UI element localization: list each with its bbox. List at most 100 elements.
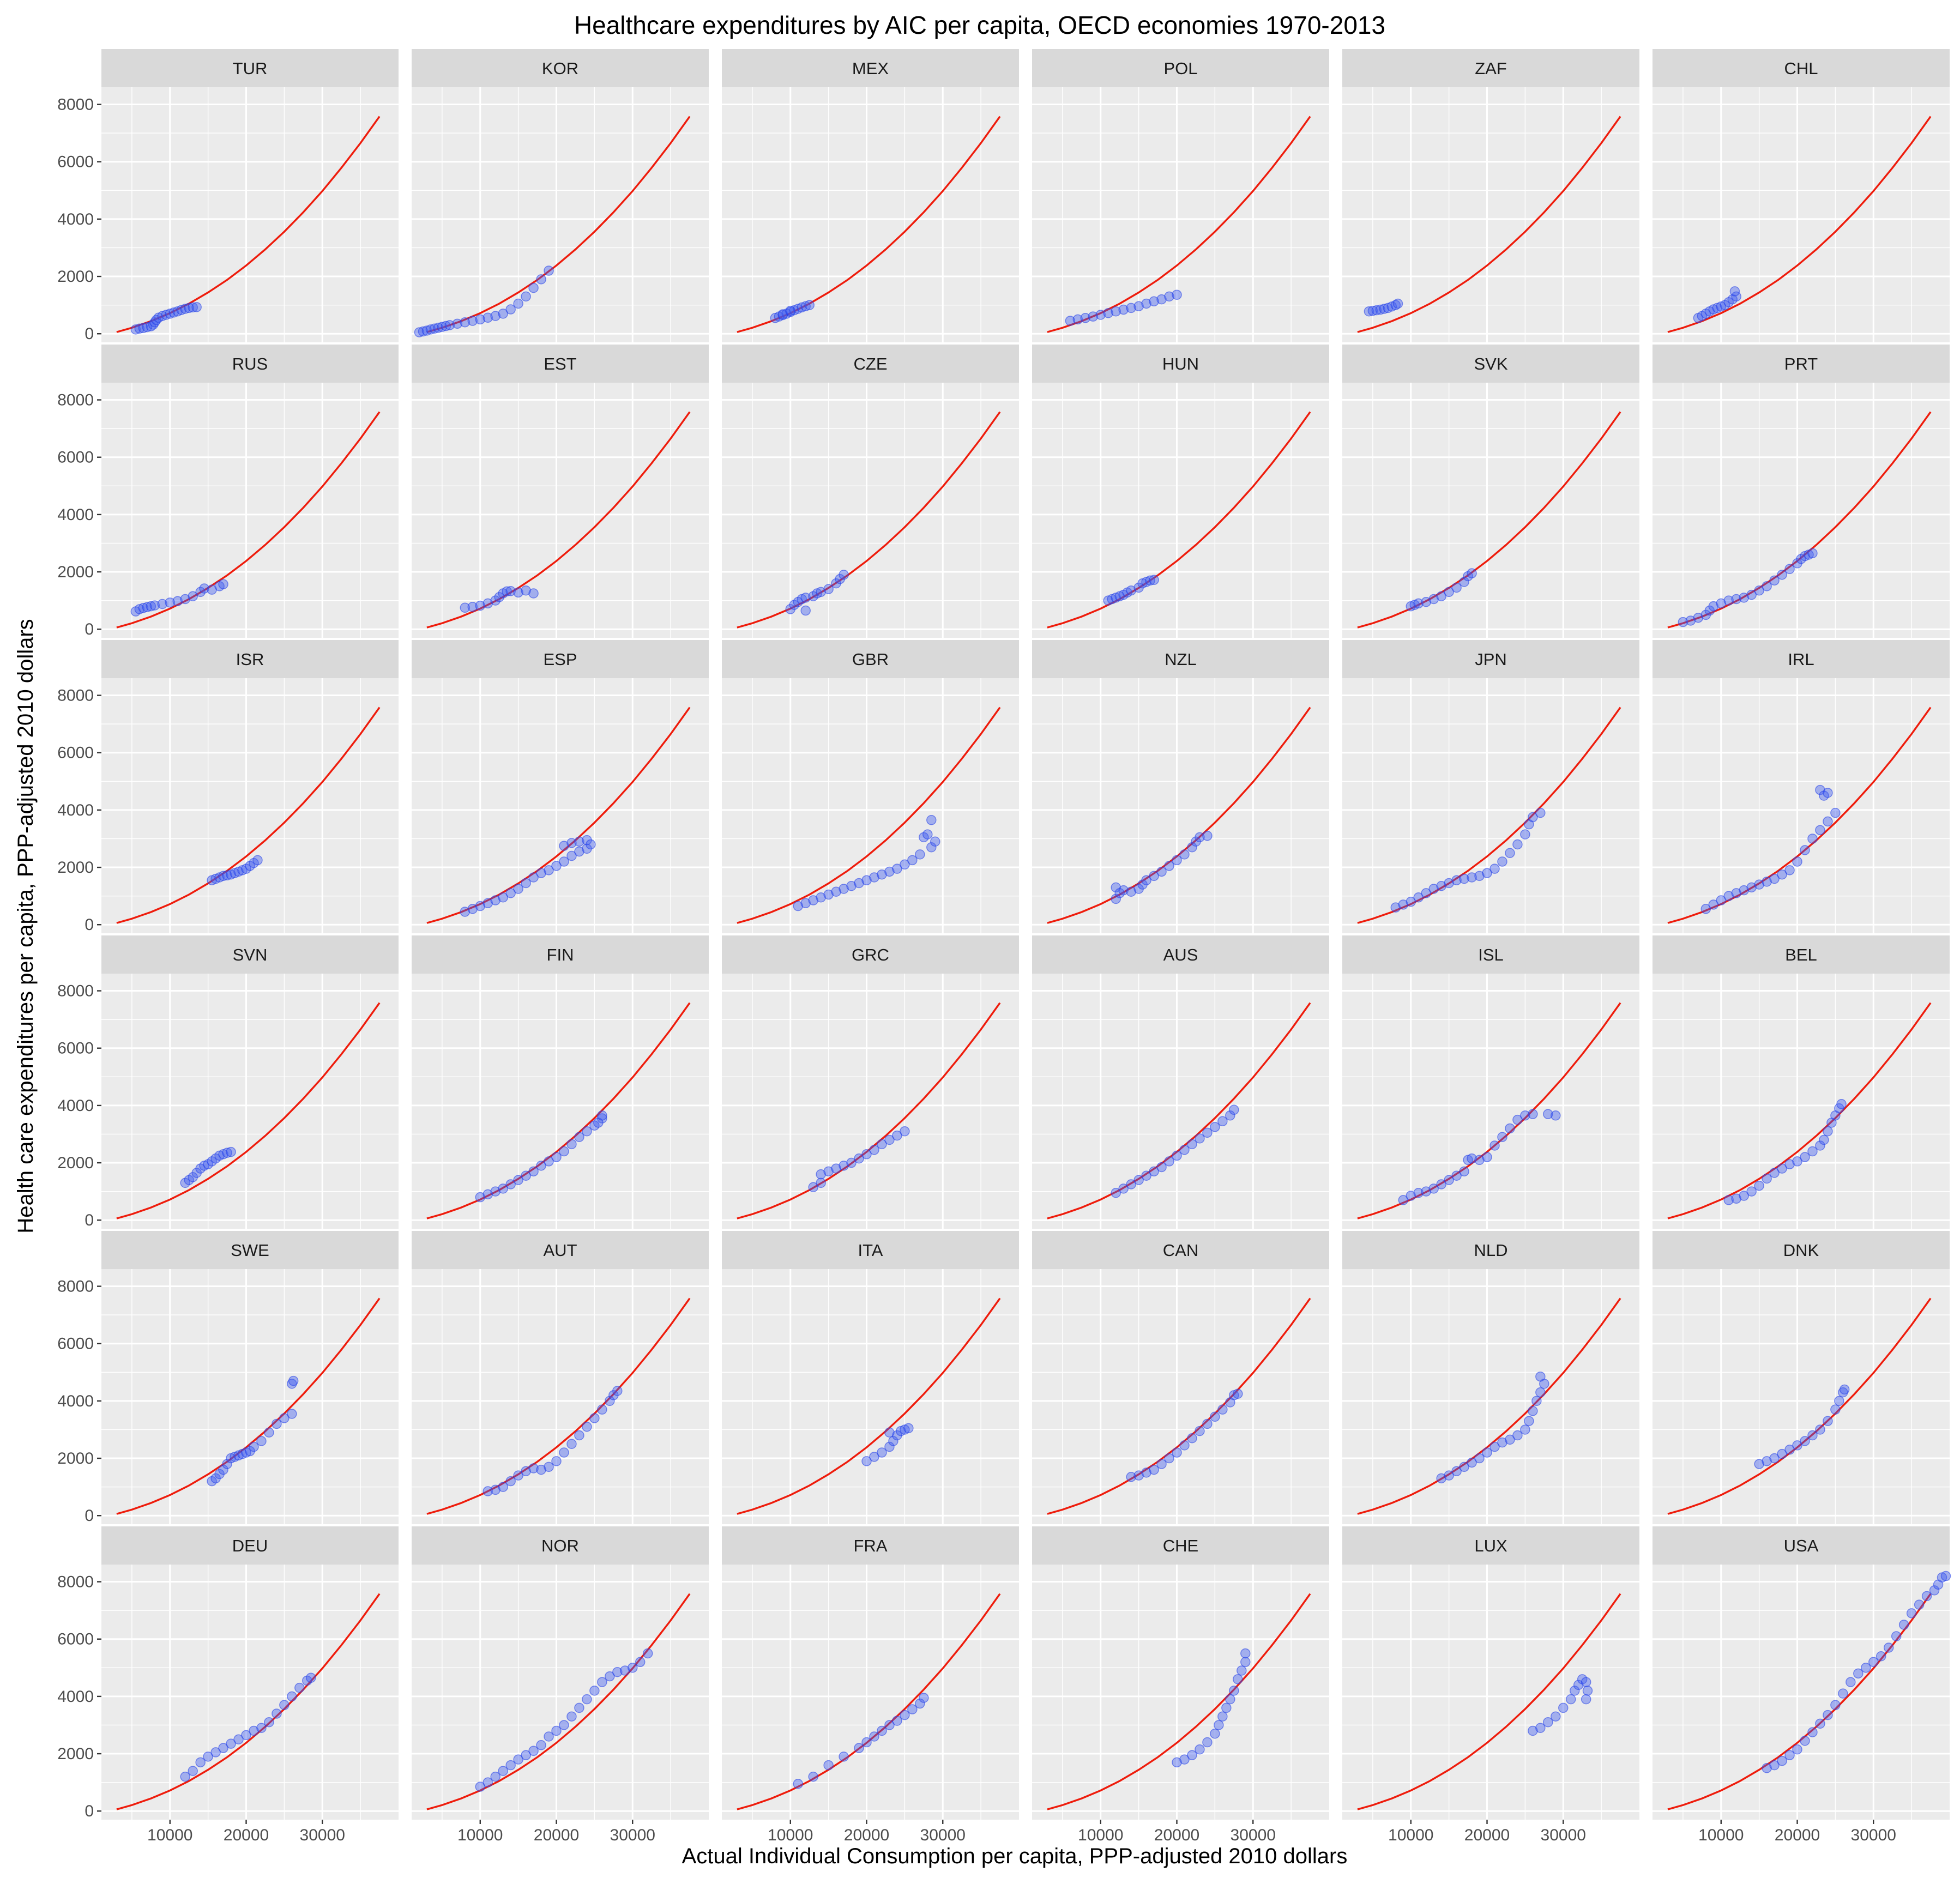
data-point (1364, 306, 1374, 317)
facet-label: IRL (1788, 650, 1814, 669)
x-tick-label: 20000 (844, 1826, 889, 1844)
data-point (1762, 1173, 1772, 1184)
data-point (498, 1766, 508, 1776)
fit-curve (116, 411, 381, 629)
data-point (1582, 1686, 1593, 1696)
data-point (793, 901, 803, 911)
plot-area (1032, 1565, 1329, 1820)
data-point (816, 1177, 826, 1188)
data-point (1512, 839, 1523, 850)
facet-strip (412, 1526, 709, 1565)
fit-curve (1047, 116, 1311, 333)
data-point (1436, 591, 1446, 602)
data-point (1413, 892, 1424, 903)
plot-area (1032, 1269, 1329, 1524)
data-point (452, 318, 463, 329)
data-point (1731, 594, 1741, 605)
data-point (1769, 873, 1780, 884)
facet-label: GRC (852, 945, 889, 964)
fit-curve (737, 411, 1001, 629)
data-point (180, 304, 190, 314)
data-point (1823, 1710, 1833, 1720)
facet-strip (1342, 935, 1639, 974)
data-point (1489, 863, 1500, 874)
data-point (1406, 896, 1416, 907)
data-point (1573, 1680, 1584, 1690)
facet-label: POL (1163, 59, 1197, 78)
data-point (544, 1156, 554, 1167)
data-point (521, 1466, 531, 1476)
data-point (605, 1396, 615, 1406)
fit-curve (1667, 706, 1932, 924)
data-point (490, 1771, 500, 1782)
facet-strip (1342, 49, 1639, 87)
data-point (414, 327, 425, 337)
data-point (1497, 1132, 1507, 1142)
data-point (490, 1484, 500, 1495)
data-point (1746, 1186, 1757, 1197)
data-point (1474, 1155, 1485, 1166)
facet-label: NOR (541, 1536, 579, 1555)
y-tick-label: 6000 (57, 153, 94, 171)
data-point (915, 1698, 925, 1709)
data-point (1762, 1763, 1772, 1773)
data-point (854, 1153, 864, 1164)
y-tick-label: 0 (85, 1802, 94, 1820)
x-tick-label: 30000 (300, 1826, 345, 1844)
data-point (222, 870, 232, 881)
data-point (892, 863, 902, 874)
data-point (165, 309, 176, 319)
facet-panel-nor: NOR 10000 20000 30000 (412, 1526, 709, 1844)
data-point (1558, 1702, 1569, 1713)
data-point (1823, 788, 1833, 798)
data-point (1392, 298, 1403, 309)
data-point (1807, 548, 1818, 559)
data-point (1836, 1099, 1847, 1109)
fit-curve (426, 1002, 691, 1219)
data-point (1777, 570, 1787, 580)
data-point (582, 1694, 592, 1705)
data-point (1520, 1424, 1530, 1435)
plot-area (722, 1565, 1019, 1820)
facet-strip (1653, 1526, 1950, 1565)
data-point (1834, 1396, 1844, 1406)
facet-panel-fra: FRA 10000 20000 30000 (722, 1526, 1019, 1844)
data-point (180, 1771, 190, 1782)
facet-panel-pol: POL (1032, 49, 1329, 342)
data-point (1693, 612, 1704, 623)
data-point (1145, 575, 1155, 586)
data-point (1210, 1728, 1220, 1739)
data-point (635, 1657, 646, 1668)
data-point (138, 323, 149, 333)
data-point (1853, 1668, 1863, 1679)
data-point (1769, 575, 1780, 586)
plot-area (412, 974, 709, 1229)
data-point (1126, 303, 1136, 313)
fit-curve (1047, 411, 1311, 629)
data-point (1195, 832, 1205, 843)
y-tick-label: 0 (85, 916, 94, 934)
data-point (536, 1740, 546, 1750)
data-point (1708, 601, 1719, 612)
data-point (1398, 899, 1409, 910)
data-point (869, 872, 879, 883)
data-point (884, 1441, 895, 1452)
data-point (574, 1132, 584, 1142)
x-tick-label: 30000 (1541, 1826, 1586, 1844)
data-point (907, 855, 918, 866)
y-tick-label: 2000 (57, 1450, 94, 1468)
data-point (441, 321, 451, 331)
data-point (903, 1423, 914, 1434)
y-tick-label: 4000 (57, 1392, 94, 1410)
x-tick-label: 30000 (920, 1826, 966, 1844)
data-point (1141, 875, 1151, 885)
data-point (521, 585, 531, 596)
data-point (1700, 904, 1711, 914)
data-point (1467, 1153, 1477, 1164)
data-point (498, 892, 508, 903)
y-tick-label: 8000 (57, 391, 94, 409)
facet-panel-deu: DEU 0 2000 4000 6000 8000 10000 20000 30000 (57, 1526, 399, 1844)
data-point (892, 1130, 902, 1141)
plot-area (1653, 383, 1950, 638)
data-point (589, 1686, 600, 1696)
